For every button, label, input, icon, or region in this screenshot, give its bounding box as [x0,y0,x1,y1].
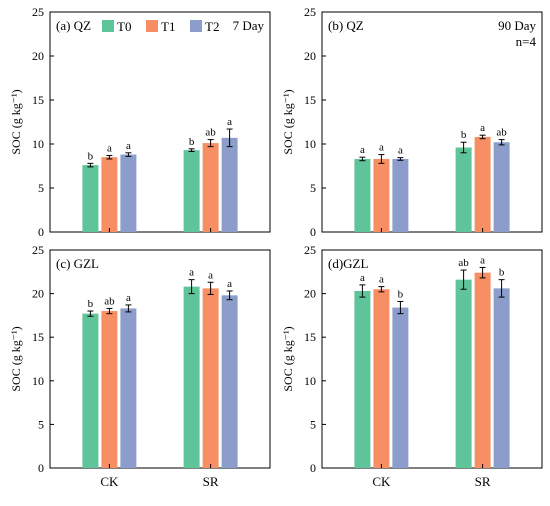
y-tick-label: 20 [32,49,44,63]
bar [392,307,409,468]
bar [82,165,99,232]
y-tick-label: 5 [38,417,44,431]
legend-swatch [146,20,158,32]
significance-letter: ab [205,127,216,139]
x-tick-label: CK [100,474,119,489]
y-axis-label: SOC (g kg⁻¹) [9,89,23,154]
plot-frame [321,11,543,233]
bar [101,311,118,468]
bar [354,290,371,468]
bar [354,158,371,232]
panel-annotation: 90 Day [498,18,536,33]
significance-letter: b [88,150,94,162]
legend-label: T0 [117,19,131,34]
legend-label: T1 [161,19,175,34]
y-tick-label: 0 [38,461,44,475]
bar [120,154,137,232]
significance-letter: b [461,129,467,141]
bar [221,295,238,468]
significance-letter: a [189,267,194,279]
y-tick-label: 15 [32,330,44,344]
y-tick-label: 25 [32,243,44,257]
y-tick-label: 15 [304,330,316,344]
bar [455,279,472,468]
y-axis-label: SOC (g kg⁻¹) [281,89,295,154]
significance-letter: ab [104,295,115,307]
bar [183,150,200,232]
y-tick-label: 20 [304,287,316,301]
bar [474,136,491,232]
bar [392,158,409,232]
y-tick-label: 20 [32,287,44,301]
y-tick-label: 5 [38,181,44,195]
bar [120,308,137,468]
panel-label: (a) QZ [56,18,91,33]
y-tick-label: 5 [310,181,316,195]
significance-letter: a [208,269,213,281]
bar [202,288,219,468]
significance-letter: ab [496,127,507,139]
bar [493,288,510,468]
x-tick-label: SR [203,474,219,489]
significance-letter: a [227,116,232,128]
significance-letter: b [88,298,94,310]
y-tick-label: 0 [310,461,316,475]
significance-letter: a [126,140,131,152]
bar [202,143,219,232]
significance-letter: a [360,144,365,156]
panel-label: (d)GZL [328,256,368,271]
y-tick-label: 15 [304,93,316,107]
y-tick-label: 10 [304,374,316,388]
y-tick-label: 0 [310,225,316,239]
significance-letter: a [379,142,384,154]
legend-label: T2 [205,19,219,34]
bar [373,289,390,468]
bar [82,313,99,468]
significance-letter: a [480,122,485,134]
plot-frame [321,249,543,469]
y-tick-label: 5 [310,417,316,431]
significance-letter: b [398,288,404,300]
panel-annotation-n: n=4 [516,34,537,49]
legend-swatch [102,20,114,32]
bar [493,142,510,232]
significance-letter: a [227,278,232,290]
significance-letter: a [126,292,131,304]
y-tick-label: 25 [304,243,316,257]
panel-label: (c) GZL [56,256,99,271]
y-axis-label: SOC (g kg⁻¹) [281,326,295,391]
y-tick-label: 25 [32,5,44,19]
y-tick-label: 10 [32,137,44,151]
significance-letter: a [379,274,384,286]
bar [101,157,118,232]
plot-frame [49,11,271,233]
panel-label: (b) QZ [328,18,364,33]
legend-swatch [190,20,202,32]
y-tick-label: 25 [304,5,316,19]
y-tick-label: 20 [304,49,316,63]
y-tick-label: 15 [32,93,44,107]
bar [373,158,390,232]
bar [455,147,472,232]
bar [183,286,200,468]
y-axis-label: SOC (g kg⁻¹) [9,326,23,391]
plot-frame [49,249,271,469]
x-tick-label: CK [372,474,391,489]
significance-letter: b [499,267,505,279]
bar [221,137,238,232]
y-tick-label: 10 [304,137,316,151]
significance-letter: b [189,136,195,148]
x-tick-label: SR [475,474,491,489]
significance-letter: a [480,254,485,266]
panel-annotation: 7 Day [233,18,265,33]
significance-letter: a [398,145,403,157]
significance-letter: a [107,142,112,154]
significance-letter: ab [458,257,469,269]
y-tick-label: 10 [32,374,44,388]
y-tick-label: 0 [38,225,44,239]
bar [474,272,491,468]
significance-letter: a [360,272,365,284]
